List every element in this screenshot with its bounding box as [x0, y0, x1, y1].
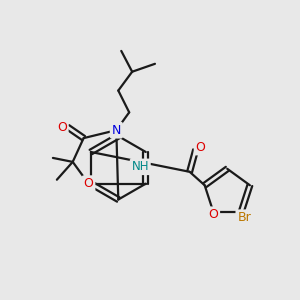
- Text: NH: NH: [131, 160, 149, 173]
- Text: O: O: [196, 140, 206, 154]
- Text: O: O: [84, 177, 94, 190]
- Text: O: O: [57, 121, 67, 134]
- Text: N: N: [112, 124, 121, 137]
- Text: Br: Br: [237, 211, 251, 224]
- Text: O: O: [208, 208, 218, 221]
